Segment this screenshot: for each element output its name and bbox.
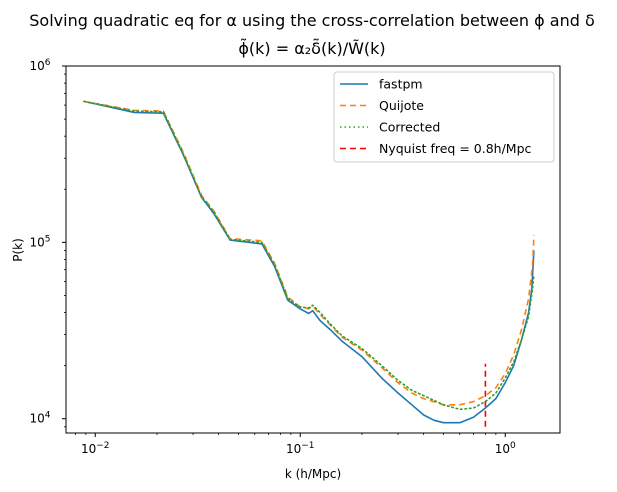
plot-frame — [65, 65, 561, 434]
series-line-corrected — [83, 100, 535, 411]
legend-box — [333, 71, 555, 163]
y-axis-label: P(k) — [11, 238, 25, 262]
legend-label: Corrected — [379, 120, 440, 135]
series-layer — [83, 100, 535, 427]
y-tick-label: 106 — [29, 58, 50, 73]
x-axis: 10−2 10−1 100 — [74, 433, 516, 456]
x-tick-label: 100 — [495, 441, 516, 456]
y-tick-label: 104 — [29, 411, 50, 426]
legend-label: Nyquist freq = 0.8h/Mpc — [379, 141, 532, 156]
y-axis: 104 105 106 — [29, 58, 66, 428]
legend: fastpm Quijote Corrected Nyquist freq = 0.8… — [333, 71, 555, 163]
x-axis-label: k (h/Mpc) — [285, 467, 341, 481]
series-line-quijote — [83, 100, 535, 406]
chart-title-line2: ϕ̃(k) = α₂δ̃(k)/W̃(k) — [238, 39, 385, 58]
y-tick-label: 105 — [29, 234, 50, 249]
series-line-fastpm — [83, 100, 535, 424]
x-tick-label: 10−1 — [286, 441, 315, 456]
x-tick-label: 10−2 — [81, 441, 110, 456]
chart-title-line1: Solving quadratic eq for α using the cro… — [29, 11, 594, 30]
legend-label: Quijote — [379, 98, 424, 113]
legend-label: fastpm — [379, 77, 423, 92]
